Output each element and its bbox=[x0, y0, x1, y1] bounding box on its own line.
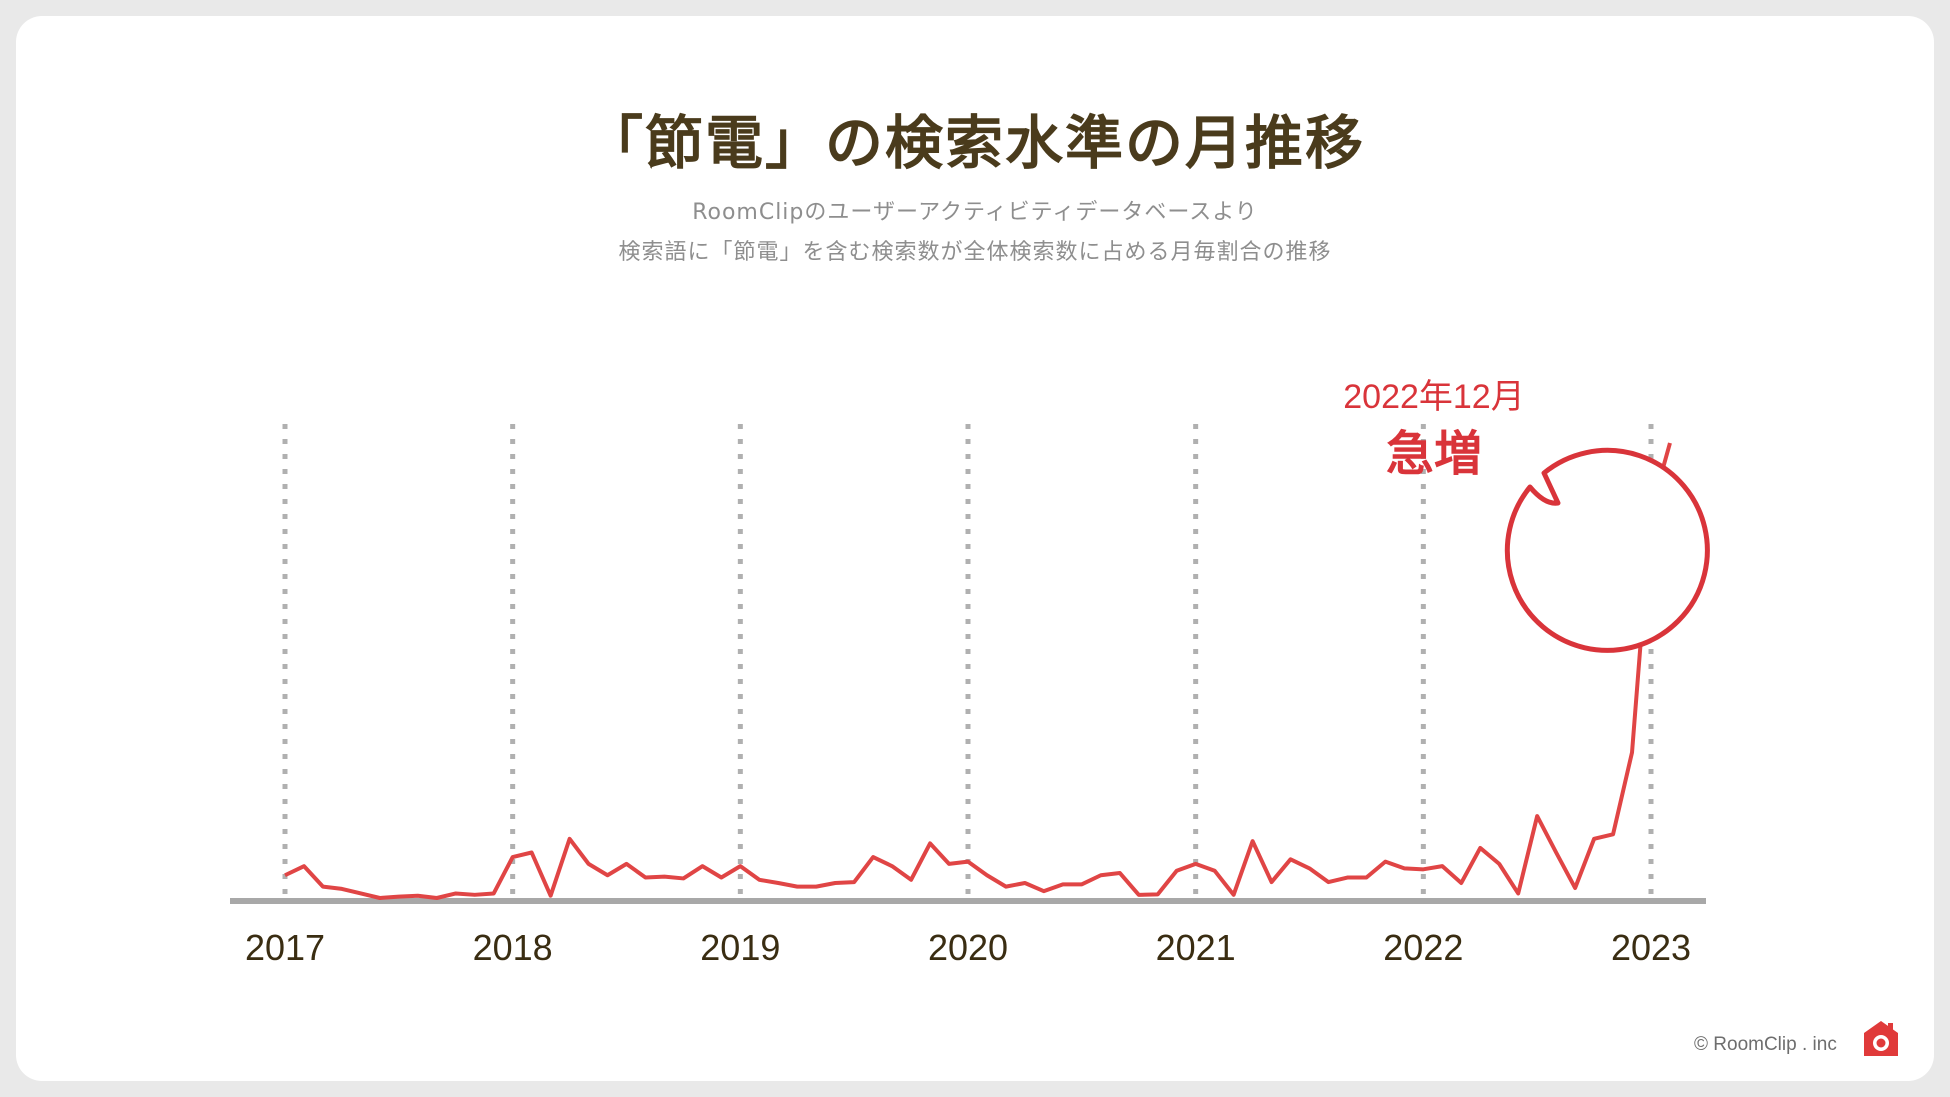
x-tick-label-2018: 2018 bbox=[473, 927, 553, 968]
chart-title: 「節電」の検索水準の月推移 bbox=[584, 109, 1365, 177]
chart-subtitle-line2: 検索語に「節電」を含む検索数が全体検索数に占める月毎割合の推移 bbox=[618, 240, 1332, 265]
copyright-text: © RoomClip . inc bbox=[1694, 1034, 1837, 1055]
x-tick-label-2019: 2019 bbox=[700, 927, 780, 968]
x-tick-label-2020: 2020 bbox=[928, 927, 1008, 968]
callout-bubble-shape bbox=[1504, 447, 1710, 653]
x-tick-label-2017: 2017 bbox=[245, 927, 325, 968]
callout-date-label: 2022年12月 bbox=[1343, 378, 1524, 416]
callout-main-label: 急増 bbox=[1386, 426, 1482, 482]
callout-bubble: 2022年12月 急増 bbox=[1343, 378, 1710, 653]
series-line bbox=[284, 442, 1672, 900]
x-axis-tick-labels: 2017 2018 2019 2020 2021 2022 2023 bbox=[245, 927, 1691, 968]
roomclip-house-camera-icon bbox=[1864, 1021, 1898, 1056]
vertical-gridlines bbox=[282, 424, 1654, 898]
x-tick-label-2021: 2021 bbox=[1156, 927, 1236, 968]
x-tick-label-2022: 2022 bbox=[1383, 927, 1463, 968]
chart-subtitle-line1: RoomClipのユーザーアクティビティデータベースより bbox=[692, 200, 1258, 225]
x-tick-label-2023: 2023 bbox=[1611, 927, 1691, 968]
